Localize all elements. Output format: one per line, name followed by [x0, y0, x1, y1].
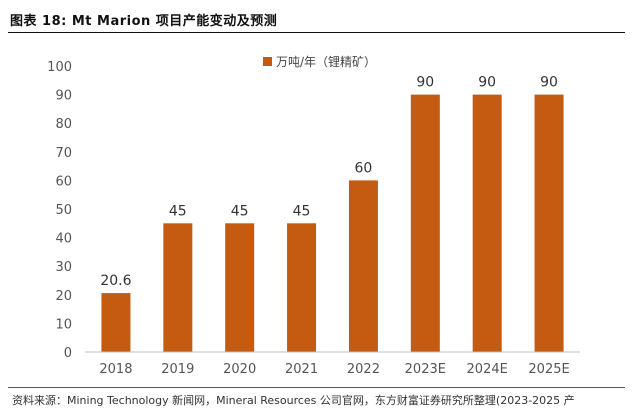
bar — [225, 223, 255, 352]
bar — [163, 223, 193, 352]
legend: 万吨/年（锂精矿） — [263, 54, 376, 69]
y-tick-label: 70 — [55, 146, 72, 161]
y-tick-label: 90 — [55, 89, 72, 104]
x-tick-label: 2019 — [161, 362, 194, 377]
bar — [410, 94, 440, 352]
data-label: 90 — [540, 75, 558, 91]
legend-swatch — [263, 57, 272, 66]
y-tick-label: 20 — [55, 289, 72, 304]
data-label: 90 — [416, 75, 434, 91]
y-tick-label: 10 — [55, 317, 72, 332]
y-tick-label: 50 — [55, 203, 72, 218]
bar — [287, 223, 317, 352]
x-tick-label: 2020 — [223, 362, 256, 377]
y-tick-label: 60 — [55, 174, 72, 189]
data-label: 45 — [293, 203, 311, 219]
data-label: 45 — [231, 203, 249, 219]
bar — [348, 180, 378, 352]
footer-divider — [8, 387, 625, 388]
data-label: 90 — [478, 75, 496, 91]
y-tick-label: 80 — [55, 117, 72, 132]
x-tick-label: 2024E — [467, 362, 508, 377]
source-note: 资料来源：Mining Technology 新闻网，Mineral Resou… — [12, 394, 575, 407]
y-tick-label: 30 — [55, 260, 72, 275]
data-label: 45 — [169, 203, 187, 219]
bars — [101, 94, 564, 352]
bar — [101, 293, 131, 352]
title-divider — [8, 32, 625, 33]
data-label: 60 — [355, 160, 373, 176]
bar — [534, 94, 564, 352]
data-labels: 20.6 45 45 45 60 90 90 90 — [100, 75, 558, 289]
y-tick-label: 40 — [55, 232, 72, 247]
y-axis: 0 10 20 30 40 50 60 70 80 90 100 — [47, 60, 72, 361]
data-label: 20.6 — [100, 273, 131, 289]
x-tick-label: 2025E — [528, 362, 569, 377]
x-axis: 2018 2019 2020 2021 2022 2023E 2024E 2025E — [99, 362, 569, 377]
y-tick-label: 0 — [64, 346, 72, 361]
y-tick-label: 100 — [47, 60, 72, 75]
figure-title: 图表 18: Mt Marion 项目产能变动及预测 — [10, 14, 278, 29]
bar — [472, 94, 502, 352]
legend-label: 万吨/年（锂精矿） — [276, 54, 376, 69]
x-tick-label: 2021 — [285, 362, 318, 377]
x-tick-label: 2018 — [99, 362, 132, 377]
x-tick-label: 2023E — [405, 362, 446, 377]
x-tick-label: 2022 — [347, 362, 380, 377]
